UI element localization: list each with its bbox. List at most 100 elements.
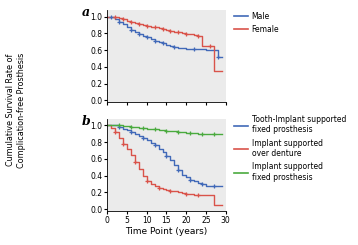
- Implant supported
over denture: [212, 203, 216, 206]
- Implant supported
fixed prosthesis: [196, 132, 200, 135]
- Implant supported
fixed prosthesis: [164, 130, 169, 133]
- Tooth-Implant supported
fixed prosthesis: [196, 182, 200, 184]
- Implant supported
over denture: [129, 154, 133, 157]
- Male: [212, 49, 216, 51]
- Implant supported
fixed prosthesis: [168, 130, 173, 133]
- Male: [172, 45, 176, 48]
- Implant supported
over denture: [180, 192, 184, 195]
- Implant supported
fixed prosthesis: [141, 126, 145, 129]
- Male: [117, 20, 121, 23]
- Implant supported
fixed prosthesis: [129, 125, 133, 128]
- Implant supported
fixed prosthesis: [188, 131, 192, 134]
- Tooth-Implant supported
fixed prosthesis: [117, 125, 121, 128]
- Implant supported
fixed prosthesis: [156, 129, 161, 132]
- Implant supported
fixed prosthesis: [219, 133, 224, 136]
- Tooth-Implant supported
fixed prosthesis: [219, 184, 224, 187]
- Female: [192, 34, 196, 37]
- Tooth-Implant supported
fixed prosthesis: [216, 184, 220, 187]
- Male: [113, 18, 117, 21]
- Implant supported
fixed prosthesis: [208, 132, 212, 135]
- Male: [192, 48, 196, 51]
- Female: [196, 34, 200, 37]
- Female: [133, 22, 137, 25]
- Female: [176, 31, 180, 34]
- Implant supported
over denture: [153, 185, 157, 188]
- Implant supported
over denture: [117, 136, 121, 139]
- Male: [180, 47, 184, 50]
- Female: [145, 24, 149, 27]
- Implant supported
fixed prosthesis: [145, 127, 149, 130]
- Male: [137, 33, 141, 36]
- Tooth-Implant supported
fixed prosthesis: [188, 178, 192, 181]
- Male: [208, 49, 212, 51]
- Female: [105, 15, 110, 18]
- Implant supported
over denture: [133, 161, 137, 164]
- Female: [141, 24, 145, 26]
- Male: [200, 48, 204, 51]
- Tooth-Implant supported
fixed prosthesis: [141, 136, 145, 139]
- Implant supported
fixed prosthesis: [137, 126, 141, 129]
- Female: [188, 33, 192, 36]
- Male: [184, 48, 188, 51]
- Male: [109, 15, 113, 18]
- Female: [125, 19, 129, 22]
- Implant supported
over denture: [149, 183, 153, 185]
- Tooth-Implant supported
fixed prosthesis: [156, 147, 161, 150]
- Implant supported
over denture: [208, 193, 212, 196]
- Tooth-Implant supported
fixed prosthesis: [145, 139, 149, 142]
- Text: a: a: [81, 6, 90, 19]
- Male: [121, 23, 125, 25]
- Implant supported
over denture: [196, 193, 200, 196]
- Implant supported
over denture: [156, 187, 161, 190]
- Implant supported
fixed prosthesis: [117, 124, 121, 127]
- Tooth-Implant supported
fixed prosthesis: [160, 151, 165, 154]
- Implant supported
over denture: [121, 142, 125, 145]
- Tooth-Implant supported
fixed prosthesis: [180, 173, 184, 176]
- Implant supported
over denture: [188, 193, 192, 196]
- Tooth-Implant supported
fixed prosthesis: [121, 127, 125, 130]
- Implant supported
fixed prosthesis: [204, 132, 208, 135]
- Male: [176, 46, 180, 49]
- Tooth-Implant supported
fixed prosthesis: [192, 180, 196, 183]
- Male: [149, 38, 153, 41]
- Male: [164, 44, 169, 47]
- Tooth-Implant supported
fixed prosthesis: [133, 132, 137, 135]
- Implant supported
fixed prosthesis: [176, 131, 180, 134]
- Implant supported
over denture: [109, 126, 113, 129]
- Female: [129, 20, 133, 23]
- Female: [212, 70, 216, 73]
- Male: [156, 41, 161, 44]
- X-axis label: Time Point (years): Time Point (years): [125, 227, 208, 236]
- Tooth-Implant supported
fixed prosthesis: [113, 124, 117, 127]
- Line: Implant supported
fixed prosthesis: Implant supported fixed prosthesis: [107, 125, 222, 135]
- Female: [153, 26, 157, 29]
- Line: Implant supported
over denture: Implant supported over denture: [107, 125, 222, 205]
- Line: Tooth-Implant supported
fixed prosthesis: Tooth-Implant supported fixed prosthesis: [107, 125, 222, 185]
- Implant supported
fixed prosthesis: [172, 130, 176, 133]
- Implant supported
fixed prosthesis: [113, 124, 117, 127]
- Female: [137, 23, 141, 25]
- Female: [168, 29, 173, 32]
- Implant supported
over denture: [184, 193, 188, 196]
- Implant supported
over denture: [168, 189, 173, 192]
- Implant supported
fixed prosthesis: [160, 129, 165, 132]
- Male: [129, 28, 133, 31]
- Male: [105, 15, 110, 18]
- Tooth-Implant supported
fixed prosthesis: [204, 184, 208, 187]
- Legend: Male, Female: Male, Female: [234, 12, 279, 34]
- Male: [216, 55, 220, 58]
- Implant supported
fixed prosthesis: [121, 125, 125, 128]
- Tooth-Implant supported
fixed prosthesis: [172, 164, 176, 167]
- Line: Male: Male: [107, 16, 222, 57]
- Tooth-Implant supported
fixed prosthesis: [200, 183, 204, 185]
- Male: [168, 44, 173, 47]
- Female: [184, 33, 188, 36]
- Implant supported
over denture: [200, 193, 204, 196]
- Tooth-Implant supported
fixed prosthesis: [168, 159, 173, 162]
- Implant supported
fixed prosthesis: [149, 127, 153, 130]
- Implant supported
fixed prosthesis: [153, 128, 157, 131]
- Female: [208, 44, 212, 47]
- Implant supported
over denture: [145, 179, 149, 182]
- Male: [196, 48, 200, 51]
- Female: [160, 28, 165, 31]
